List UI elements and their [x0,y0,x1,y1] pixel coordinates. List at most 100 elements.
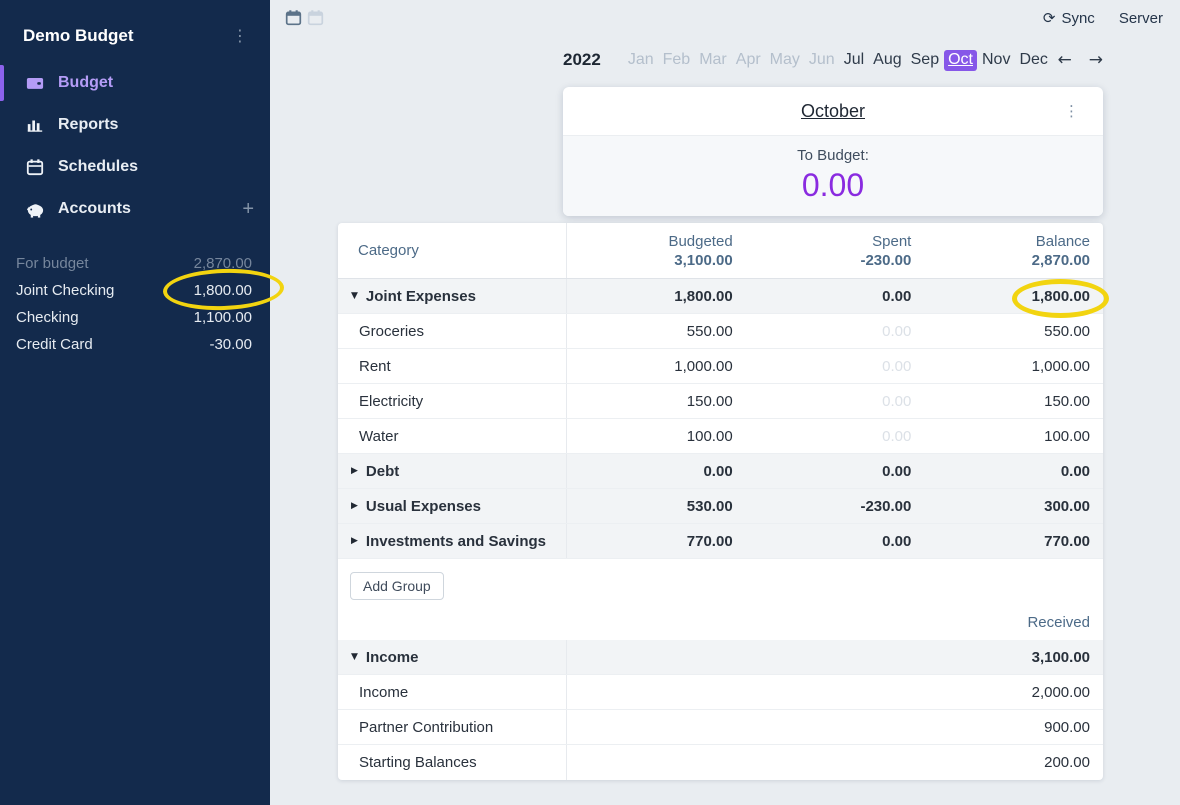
month-tab-apr[interactable]: Apr [735,51,761,68]
month-tab-sep[interactable]: Sep [910,51,940,68]
category-name: Water [359,427,399,445]
balance-cell[interactable]: 300.00 [1044,497,1091,515]
balance-cell[interactable]: 1,800.00 [1031,287,1091,305]
budgeted-total: 3,100.00 [674,251,733,269]
budget-group-row-investments-and-savings[interactable]: ▶ Investments and Savings 770.00 0.00 770… [338,524,1103,559]
month-menu-dots-icon[interactable]: ⋮ [1064,103,1079,120]
month-tab-nov[interactable]: Nov [981,51,1011,68]
add-account-plus-icon[interactable]: + [242,197,254,220]
month-tab-may[interactable]: May [769,51,800,68]
balance-cell[interactable]: 0.00 [1060,462,1091,480]
month-tab-jul[interactable]: Jul [843,51,865,68]
expander-closed-icon[interactable]: ▶ [351,466,358,476]
month-title[interactable]: October [800,100,866,121]
budgeted-cell[interactable]: 530.00 [686,497,733,515]
sidebar-nav: Budget Reports Schedules Accounts + [0,62,270,230]
category-name: Partner Contribution [359,718,494,736]
budgeted-cell[interactable]: 1,800.00 [674,287,733,305]
spent-cell[interactable]: 0.00 [882,287,912,305]
spent-cell[interactable]: 0.00 [882,392,912,410]
budget-category-row-income[interactable]: Income 2,000.00 [338,675,1103,710]
group-name: Income [365,648,419,666]
to-budget-value[interactable]: 0.00 [801,167,865,203]
bar-chart-icon [25,115,45,135]
year-label: 2022 [563,50,601,69]
budget-category-row-starting-balances[interactable]: Starting Balances 200.00 [338,745,1103,780]
wallet-icon [25,73,45,93]
month-tab-mar[interactable]: Mar [699,51,727,68]
balance-column-header: Balance 2,870.00 [1031,232,1091,269]
budgeted-cell[interactable]: 150.00 [686,392,733,410]
summary-card-header: October ⋮ [563,87,1103,135]
two-month-view-icon[interactable] [307,9,324,26]
sidebar-item-label: Schedules [58,158,139,175]
balance-cell[interactable]: 550.00 [1044,322,1091,340]
budgeted-cell[interactable]: 770.00 [686,532,733,550]
expander-open-icon[interactable]: ▼ [351,652,358,662]
balance-cell[interactable]: 100.00 [1044,427,1091,445]
calendar-icon [25,157,45,177]
expander-open-icon[interactable]: ▼ [351,291,358,301]
budget-file-title[interactable]: Demo Budget [23,26,134,45]
budget-category-row-water[interactable]: Water 100.00 0.00 100.00 [338,419,1103,454]
account-row-credit-card[interactable]: Credit Card -30.00 [0,331,270,358]
month-tab-feb[interactable]: Feb [662,51,691,68]
account-balance: 1,800.00 [193,282,252,299]
budget-category-row-electricity[interactable]: Electricity 150.00 0.00 150.00 [338,384,1103,419]
table-gap-section: Add Group Received [338,559,1103,640]
sidebar-item-accounts[interactable]: Accounts + [0,188,270,230]
expander-closed-icon[interactable]: ▶ [351,536,358,546]
month-tab-jun[interactable]: Jun [808,51,835,68]
spent-cell[interactable]: 0.00 [882,462,912,480]
budget-category-row-partner-contribution[interactable]: Partner Contribution 900.00 [338,710,1103,745]
budgeted-cell[interactable]: 550.00 [686,322,733,340]
month-tab-aug[interactable]: Aug [873,51,902,68]
budget-category-row-groceries[interactable]: Groceries 550.00 0.00 550.00 [338,314,1103,349]
spent-cell[interactable]: -230.00 [860,497,912,515]
budgeted-cell[interactable]: 0.00 [703,462,733,480]
server-button[interactable]: Server [1119,10,1163,27]
next-month-arrow-icon[interactable]: → [1088,50,1103,70]
account-label: Credit Card [16,336,93,353]
active-accent-bar [0,65,4,101]
topbar-right: ⟳ Sync Server [1043,9,1163,27]
sidebar-item-schedules[interactable]: Schedules [0,146,270,188]
spent-cell[interactable]: 0.00 [882,357,912,375]
sidebar-menu-dots-icon[interactable]: ⋮ [232,28,248,45]
budgeted-column-header: Budgeted 3,100.00 [668,232,733,269]
spent-cell[interactable]: 0.00 [882,532,912,550]
budget-group-row-debt[interactable]: ▶ Debt 0.00 0.00 0.00 [338,454,1103,489]
account-label: Joint Checking [16,282,115,299]
sidebar-item-reports[interactable]: Reports [0,104,270,146]
budgeted-cell[interactable]: 100.00 [686,427,733,445]
received-column-header: Received [1027,614,1090,631]
month-tab-jan[interactable]: Jan [627,51,654,68]
spent-cell[interactable]: 0.00 [882,427,912,445]
group-name: Joint Expenses [365,287,476,305]
balance-cell[interactable]: 150.00 [1044,392,1091,410]
spent-cell[interactable]: 0.00 [882,322,912,340]
expander-closed-icon[interactable]: ▶ [351,501,358,511]
add-group-button[interactable]: Add Group [350,572,444,600]
balance-cell[interactable]: 770.00 [1044,532,1091,550]
prev-month-arrow-icon[interactable]: ← [1057,50,1072,70]
sidebar-item-label: Reports [58,116,119,133]
category-name: Electricity [359,392,424,410]
account-label: For budget [16,255,89,272]
month-tab-dec[interactable]: Dec [1019,51,1048,68]
budget-category-row-rent[interactable]: Rent 1,000.00 0.00 1,000.00 [338,349,1103,384]
month-tab-oct[interactable]: Oct [944,49,977,71]
sidebar-item-budget[interactable]: Budget [0,62,270,104]
budget-group-row-income[interactable]: ▼ Income 3,100.00 [338,640,1103,675]
one-month-view-icon[interactable] [285,9,302,26]
budget-group-row-usual-expenses[interactable]: ▶ Usual Expenses 530.00 -230.00 300.00 [338,489,1103,524]
budgeted-cell[interactable]: 1,000.00 [674,357,733,375]
account-row-joint-checking[interactable]: Joint Checking 1,800.00 [0,277,270,304]
month-view-toggles [285,9,324,26]
account-balance: 2,870.00 [193,255,252,272]
sync-button[interactable]: ⟳ Sync [1043,9,1095,27]
budget-group-row-joint-expenses[interactable]: ▼ Joint Expenses 1,800.00 0.00 1,800.00 [338,279,1103,314]
account-row-checking[interactable]: Checking 1,100.00 [0,304,270,331]
account-row-for-budget[interactable]: For budget 2,870.00 [0,250,270,277]
balance-cell[interactable]: 1,000.00 [1031,357,1091,375]
